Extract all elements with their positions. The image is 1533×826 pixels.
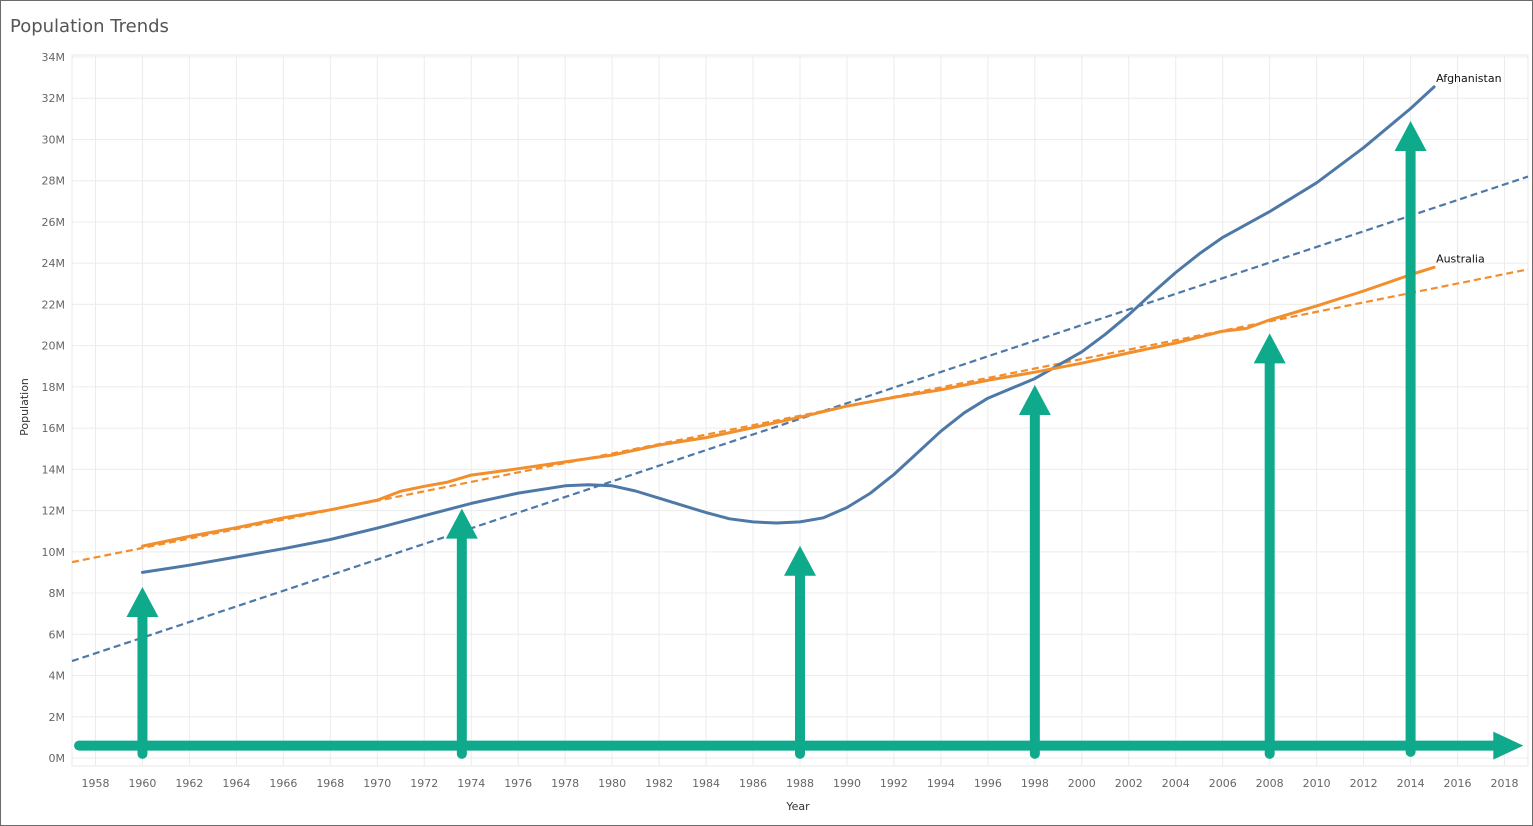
y-tick-label: 14M bbox=[42, 463, 66, 476]
x-tick-label: 1960 bbox=[128, 777, 156, 790]
y-tick-label: 18M bbox=[42, 381, 66, 394]
x-axis-label: Year bbox=[785, 800, 810, 813]
y-tick-label: 4M bbox=[49, 670, 66, 683]
series-label: Australia bbox=[1436, 252, 1485, 265]
x-tick-label: 1964 bbox=[222, 777, 250, 790]
x-tick-label: 2004 bbox=[1162, 777, 1190, 790]
x-tick-label: 1986 bbox=[739, 777, 767, 790]
series-lines bbox=[141, 85, 1436, 574]
x-tick-label: 1984 bbox=[692, 777, 720, 790]
series-labels: Afghanistan Australia bbox=[1436, 72, 1502, 265]
timeline-arrow-head bbox=[1493, 731, 1524, 760]
y-axis-label: Population bbox=[18, 378, 31, 436]
y-tick-label: 22M bbox=[42, 298, 66, 311]
x-tick-label: 2018 bbox=[1491, 777, 1519, 790]
x-tick-label: 2002 bbox=[1115, 777, 1143, 790]
x-tick-label: 1976 bbox=[504, 777, 532, 790]
annotation-arrow-head bbox=[126, 586, 159, 617]
series-line bbox=[141, 265, 1436, 548]
x-tick-label: 1970 bbox=[363, 777, 391, 790]
y-tick-label: 26M bbox=[42, 216, 66, 229]
y-tick-label: 30M bbox=[42, 133, 66, 146]
x-tick-label: 2000 bbox=[1068, 777, 1096, 790]
annotation-arrow-head bbox=[1018, 384, 1051, 415]
x-tick-label: 2008 bbox=[1256, 777, 1284, 790]
annotation-arrow-head bbox=[1394, 121, 1427, 152]
annotation-arrow-head bbox=[1253, 333, 1286, 364]
y-tick-label: 8M bbox=[49, 587, 66, 600]
x-tick-label: 1980 bbox=[598, 777, 626, 790]
x-tick-label: 2014 bbox=[1397, 777, 1425, 790]
annotation-arrow-head bbox=[445, 508, 478, 539]
x-tick-label: 1966 bbox=[269, 777, 297, 790]
x-tick-label: 1994 bbox=[927, 777, 955, 790]
y-tick-label: 20M bbox=[42, 340, 66, 353]
x-tick-label: 2010 bbox=[1303, 777, 1331, 790]
x-axis-ticks: 1958 1960 1962 1964 1966 1968 1970 1972 1974 1976… bbox=[81, 777, 1518, 790]
x-tick-label: 1996 bbox=[974, 777, 1002, 790]
trend-line bbox=[71, 175, 1529, 663]
y-tick-label: 0M bbox=[49, 752, 66, 765]
y-tick-label: 2M bbox=[49, 711, 66, 724]
x-tick-label: 1974 bbox=[457, 777, 485, 790]
y-tick-label: 28M bbox=[42, 175, 66, 188]
x-tick-label: 1982 bbox=[645, 777, 673, 790]
y-tick-label: 34M bbox=[42, 51, 66, 64]
chart-title: Population Trends bbox=[10, 16, 169, 37]
x-tick-label: 2012 bbox=[1350, 777, 1378, 790]
y-tick-label: 32M bbox=[42, 92, 66, 105]
x-tick-label: 1998 bbox=[1021, 777, 1049, 790]
x-tick-label: 1972 bbox=[410, 777, 438, 790]
y-tick-label: 10M bbox=[42, 546, 66, 559]
x-tick-label: 1988 bbox=[786, 777, 814, 790]
x-tick-label: 1990 bbox=[833, 777, 861, 790]
x-tick-label: 1992 bbox=[880, 777, 908, 790]
y-tick-label: 24M bbox=[42, 257, 66, 270]
x-tick-label: 1962 bbox=[175, 777, 203, 790]
y-tick-label: 12M bbox=[42, 505, 66, 518]
y-axis-ticks: 0M 2M 4M 6M 8M 10M 12M 14M 16M 18M 20M 22M 24M 26M 28M… bbox=[42, 51, 66, 765]
x-tick-label: 1978 bbox=[551, 777, 579, 790]
x-tick-label: 2016 bbox=[1444, 777, 1472, 790]
x-tick-label: 1968 bbox=[316, 777, 344, 790]
annotation-arrows bbox=[74, 121, 1524, 760]
x-tick-label: 2006 bbox=[1209, 777, 1237, 790]
series-line bbox=[141, 85, 1436, 574]
y-tick-label: 16M bbox=[42, 422, 66, 435]
series-label: Afghanistan bbox=[1436, 72, 1502, 85]
annotation-arrow-head bbox=[784, 545, 816, 576]
x-tick-label: 1958 bbox=[81, 777, 109, 790]
y-tick-label: 6M bbox=[49, 628, 66, 641]
